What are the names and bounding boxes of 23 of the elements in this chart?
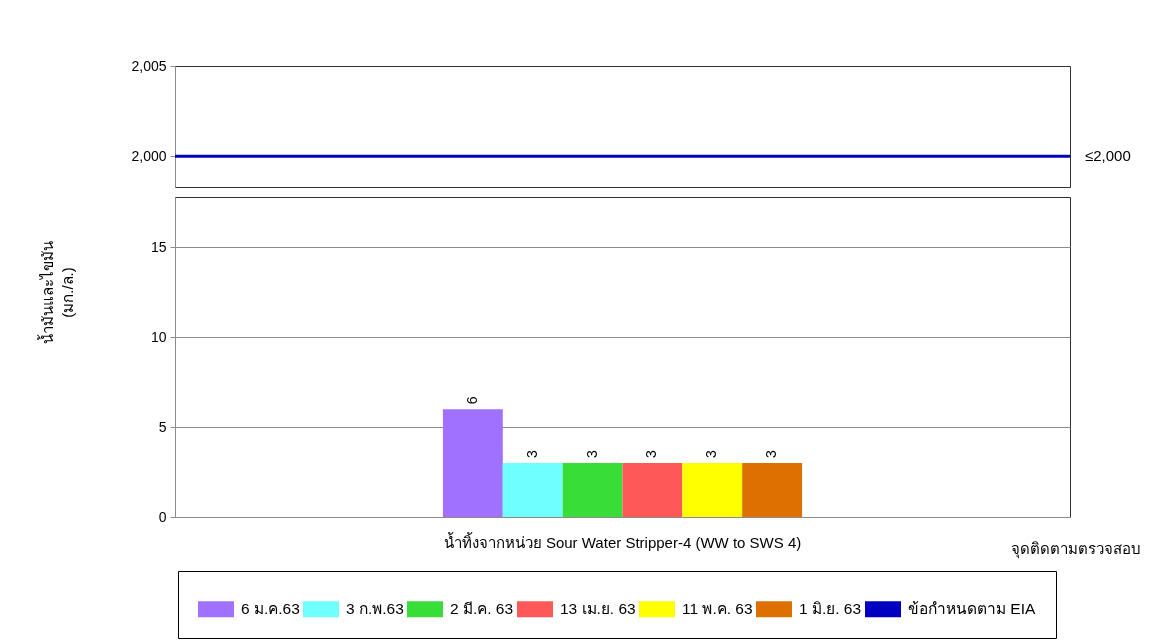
y-tick-label: 2,000 <box>131 147 167 164</box>
x-tick-label: น้ำทิ้งจากหน่วย Sour Water Stripper-4 (WW to SWS 4) <box>443 531 802 551</box>
y-tick-label: 5 <box>158 418 167 435</box>
legend-label: 11 พ.ค. 63 <box>682 600 753 618</box>
data-label: 3 <box>763 450 780 459</box>
data-label: 3 <box>703 450 720 459</box>
legend-label: 6 ม.ค.63 <box>241 600 300 618</box>
legend-label: 3 ก.พ.63 <box>346 600 404 618</box>
legend-label: 13 เม.ย. 63 <box>560 600 636 618</box>
legend-label: 1 มิ.ย. 63 <box>799 600 862 618</box>
y-axis-title: น้ำมันและไขมัน (มก./ล.) <box>36 241 76 344</box>
x-axis-title: จุดติดตามตรวจสอบ <box>1010 539 1141 559</box>
y-tick-label: 2,005 <box>131 57 167 74</box>
y-tick-label: 15 <box>150 238 167 255</box>
data-label: 3 <box>523 450 540 459</box>
legend-label: 2 มี.ค. 63 <box>450 600 514 618</box>
data-label: 3 <box>643 450 660 459</box>
y-tick-label: 10 <box>150 328 167 345</box>
y-tick-label: 0 <box>158 508 167 525</box>
text: ≤2,000 <box>1085 147 1131 165</box>
data-label: 6 <box>463 396 480 405</box>
legend-label: ข้อกำหนดตาม EIA <box>908 600 1036 618</box>
data-label: 3 <box>583 450 600 459</box>
